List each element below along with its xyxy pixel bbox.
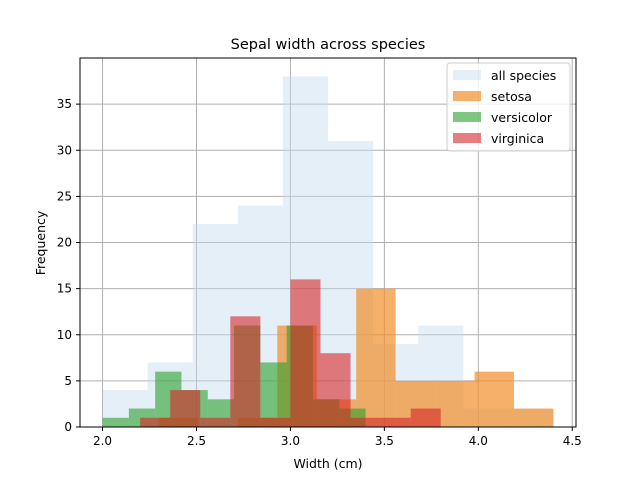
legend-swatch-all-species bbox=[453, 70, 481, 80]
x-axis-ticks: 2.0 2.5 3.0 3.5 4.0 4.5 bbox=[93, 427, 582, 448]
bar-versicolor bbox=[260, 362, 287, 427]
legend-swatch-versicolor bbox=[453, 112, 481, 122]
bar-virginica bbox=[200, 417, 231, 427]
y-tick-label: 35 bbox=[57, 97, 72, 111]
x-tick-label: 3.5 bbox=[375, 434, 394, 448]
x-tick-label: 4.0 bbox=[469, 434, 488, 448]
legend-swatch-setosa bbox=[453, 91, 481, 101]
y-tick-label: 20 bbox=[57, 236, 72, 250]
legend-label-all-species: all species bbox=[491, 68, 556, 83]
y-tick-label: 0 bbox=[64, 420, 72, 434]
chart-title: Sepal width across species bbox=[231, 37, 426, 53]
legend-label-versicolor: versicolor bbox=[491, 110, 553, 125]
y-tick-label: 15 bbox=[57, 282, 72, 296]
legend-box bbox=[446, 62, 571, 152]
legend-label-virginica: virginica bbox=[491, 131, 544, 146]
bar-virginica bbox=[350, 417, 381, 427]
y-axis-label: Frequency bbox=[33, 210, 48, 275]
bar-setosa bbox=[435, 380, 475, 427]
legend-label-setosa: setosa bbox=[491, 89, 532, 104]
bar-virginica bbox=[410, 408, 441, 427]
legend-swatch-virginica bbox=[453, 133, 481, 143]
x-tick-label: 4.5 bbox=[563, 434, 582, 448]
y-axis-ticks: 0 5 10 15 20 25 30 35 bbox=[57, 97, 80, 434]
bar-virginica bbox=[140, 417, 171, 427]
bar-virginica bbox=[260, 417, 291, 427]
bar-setosa bbox=[514, 408, 554, 427]
bar-setosa bbox=[474, 371, 514, 427]
x-tick-label: 2.0 bbox=[93, 434, 112, 448]
series-virginica bbox=[140, 279, 441, 427]
bar-virginica bbox=[170, 390, 201, 427]
bar-virginica bbox=[290, 279, 321, 427]
x-tick-label: 3.0 bbox=[281, 434, 300, 448]
bar-virginica bbox=[230, 316, 261, 427]
legend: all species setosa versicolor virginica bbox=[446, 62, 571, 152]
x-tick-label: 2.5 bbox=[187, 434, 206, 448]
bar-versicolor bbox=[102, 417, 129, 427]
bar-virginica bbox=[320, 353, 351, 427]
y-tick-label: 25 bbox=[57, 189, 72, 203]
y-tick-label: 5 bbox=[64, 374, 72, 388]
bar-virginica bbox=[380, 417, 411, 427]
y-tick-label: 10 bbox=[57, 328, 72, 342]
bar-setosa bbox=[356, 288, 396, 427]
y-tick-label: 30 bbox=[57, 143, 72, 157]
x-axis-label: Width (cm) bbox=[293, 456, 362, 471]
histogram-bars bbox=[102, 76, 554, 427]
